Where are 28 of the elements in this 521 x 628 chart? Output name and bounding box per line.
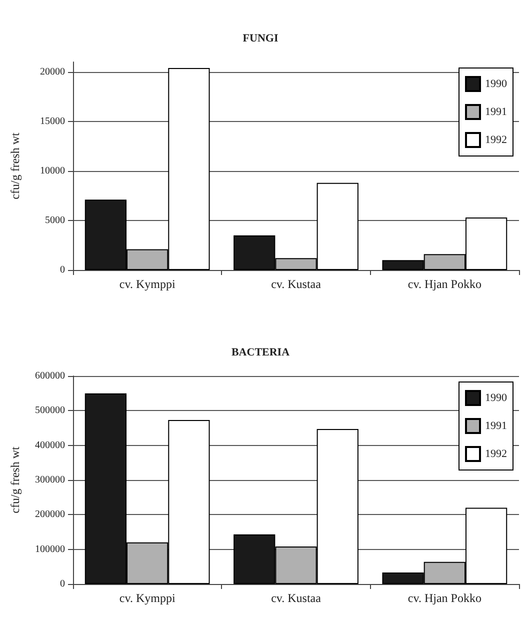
y-tick-label: 0 — [60, 578, 65, 590]
x-tick-label: cv. Kymppi — [119, 591, 176, 605]
y-tick-label: 0 — [60, 264, 65, 276]
y-tick-label: 500000 — [35, 405, 65, 416]
legend-label: 1991 — [485, 106, 507, 118]
legend-label: 1991 — [485, 420, 507, 432]
y-axis-title: cfu/g fresh wt — [8, 132, 22, 200]
chart-title: BACTERIA — [231, 346, 290, 358]
x-tick-label: cv. Hjan Pokko — [408, 277, 482, 291]
y-tick-label: 300000 — [35, 474, 65, 486]
legend-label: 1990 — [485, 78, 508, 90]
x-tick-label: cv. Kymppi — [119, 277, 176, 291]
x-tick-label: cv. Kustaa — [271, 277, 322, 291]
y-tick-label: 100000 — [35, 544, 65, 555]
y-tick-label: 200000 — [35, 509, 65, 520]
y-tick-label: 10000 — [40, 165, 65, 176]
legend-label: 1992 — [485, 134, 507, 146]
legend-label: 1992 — [485, 448, 507, 460]
chart-title: FUNGI — [242, 32, 278, 44]
y-tick-label: 5000 — [45, 214, 65, 226]
y-tick-label: 400000 — [35, 440, 65, 451]
legend-label: 1990 — [485, 392, 508, 404]
y-tick-label: 20000 — [40, 66, 65, 78]
y-tick-label: 600000 — [35, 370, 65, 382]
x-tick-label: cv. Kustaa — [271, 591, 322, 605]
x-tick-label: cv. Hjan Pokko — [408, 591, 482, 605]
y-axis-title: cfu/g fresh wt — [8, 446, 22, 514]
y-tick-label: 15000 — [40, 116, 65, 127]
